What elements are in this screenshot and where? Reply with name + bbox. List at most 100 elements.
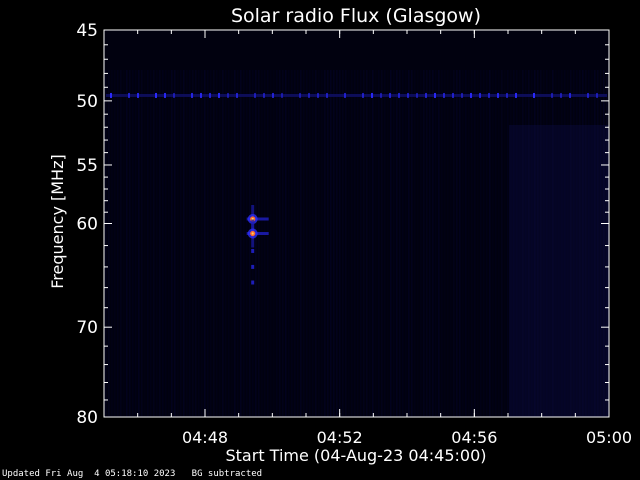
burst-core xyxy=(251,232,254,235)
spectrum-column xyxy=(483,70,485,417)
heatmap-layer xyxy=(105,70,609,417)
spectrum-column xyxy=(381,70,383,417)
spectrum-column xyxy=(297,70,299,417)
x-tick-label: 04:48 xyxy=(182,428,228,447)
spectrum-column xyxy=(144,70,146,417)
spectrum-column xyxy=(279,70,281,417)
interference-dot xyxy=(218,92,220,98)
spectrum-column xyxy=(213,70,215,417)
spectrum-column xyxy=(336,70,338,417)
y-tick-label: 50 xyxy=(76,92,98,112)
interference-dot xyxy=(560,92,562,98)
spectrum-column xyxy=(477,70,479,417)
spectrum-column xyxy=(321,70,323,417)
spectrum-column xyxy=(258,70,260,417)
interference-dot xyxy=(461,92,463,98)
spectrum-column xyxy=(174,70,176,417)
spectrum-column xyxy=(420,70,422,417)
spectrum-column xyxy=(405,70,407,417)
spectrum-column xyxy=(288,70,290,417)
spectrum-column xyxy=(366,70,368,417)
y-tick-label: 60 xyxy=(76,215,98,235)
spectrum-column xyxy=(162,70,164,417)
spectrum-column xyxy=(141,70,143,417)
spectrum-column xyxy=(270,70,272,417)
spectrum-column xyxy=(390,70,392,417)
y-tick-label: 70 xyxy=(76,318,98,338)
spectrum-column xyxy=(204,70,206,417)
spectrum-column xyxy=(207,70,209,417)
interference-dot xyxy=(344,92,346,98)
interference-dot xyxy=(110,92,112,98)
interference-dot xyxy=(587,92,589,98)
spectrum-column xyxy=(453,70,455,417)
spectrum-column xyxy=(264,70,266,417)
spectrum-column xyxy=(159,70,161,417)
x-axis-label: Start Time (04-Aug-23 04:45:00) xyxy=(226,446,487,465)
spectrum-column xyxy=(306,70,308,417)
spectrum-column xyxy=(267,70,269,417)
interference-dot xyxy=(470,92,472,98)
spectrum-column xyxy=(123,70,125,417)
spectrum-column xyxy=(210,70,212,417)
spectrum-column xyxy=(225,70,227,417)
x-tick-label: 04:52 xyxy=(317,428,363,447)
spectrum-column xyxy=(495,70,497,417)
spectrum-column xyxy=(129,70,131,417)
spectrum-column xyxy=(339,70,341,417)
spectrum-column xyxy=(474,70,476,417)
interference-dot xyxy=(497,92,499,98)
interference-dot xyxy=(389,92,391,98)
spectrum-column xyxy=(138,70,140,417)
spectrum-column xyxy=(507,70,509,417)
y-tick-label: 55 xyxy=(76,156,98,176)
interference-dot xyxy=(416,92,418,98)
spectrum-column xyxy=(192,70,194,417)
spectrum-column xyxy=(126,70,128,417)
burst-trail xyxy=(251,248,255,253)
spectrum-column xyxy=(285,70,287,417)
interference-dot xyxy=(398,92,400,98)
spectrum-column xyxy=(168,70,170,417)
spectrum-column xyxy=(363,70,365,417)
interference-dot xyxy=(236,92,238,98)
interference-dot xyxy=(452,92,454,98)
burst-trail xyxy=(246,232,269,236)
spectrum-column xyxy=(375,70,377,417)
spectrum-column xyxy=(360,70,362,417)
spectrum-column xyxy=(393,70,395,417)
spectrum-column xyxy=(417,70,419,417)
spectrum-column xyxy=(480,70,482,417)
burst-trail xyxy=(251,280,255,285)
spectrum-column xyxy=(246,70,248,417)
spectrum-column xyxy=(486,70,488,417)
interference-dot xyxy=(317,92,319,98)
spectrum-column xyxy=(351,70,353,417)
interference-dot xyxy=(371,92,373,98)
noise-region xyxy=(509,125,609,417)
spectrum-column xyxy=(153,70,155,417)
x-tick-label: 05:00 xyxy=(586,428,632,447)
interference-dot xyxy=(533,92,535,98)
spectrum-column xyxy=(249,70,251,417)
spectrum-column xyxy=(165,70,167,417)
interference-dot xyxy=(227,92,229,98)
spectrum-column xyxy=(273,70,275,417)
spectrum-column xyxy=(498,70,500,417)
spectrum-column xyxy=(294,70,296,417)
spectrum-column xyxy=(369,70,371,417)
spectrum-column xyxy=(177,70,179,417)
spectrum-column xyxy=(327,70,329,417)
interference-dot xyxy=(326,92,328,98)
spectrum-column xyxy=(315,70,317,417)
interference-dot xyxy=(407,92,409,98)
spectrum-column xyxy=(195,70,197,417)
spectrum-column xyxy=(441,70,443,417)
interference-dot xyxy=(362,92,364,98)
spectrum-column xyxy=(459,70,461,417)
spectrum-column xyxy=(261,70,263,417)
spectrum-column xyxy=(489,70,491,417)
spectrum-column xyxy=(384,70,386,417)
interference-dot xyxy=(254,92,256,98)
spectrum-column xyxy=(117,70,119,417)
